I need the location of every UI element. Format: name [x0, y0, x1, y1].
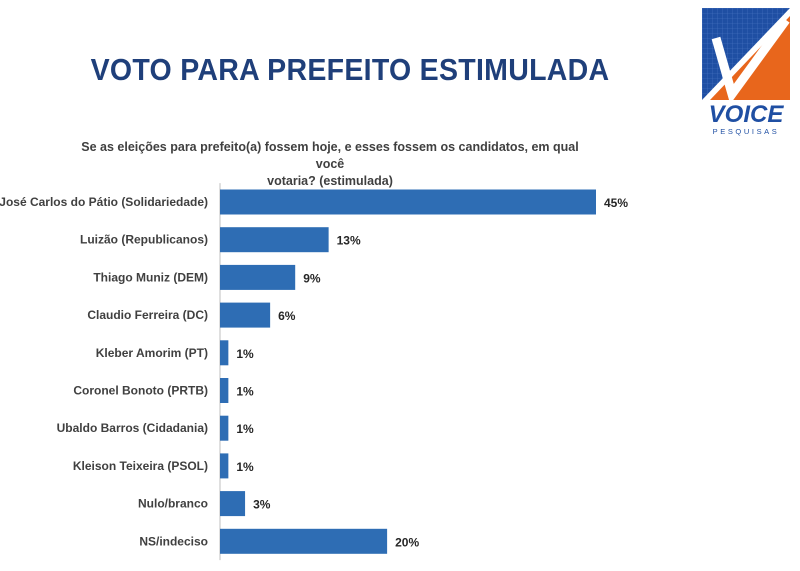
page-title: VOTO PARA PREFEITO ESTIMULADA	[90, 52, 610, 87]
value-label: 13%	[337, 234, 361, 248]
question-line-2: votaria? (estimulada)	[267, 174, 393, 188]
bar	[220, 227, 329, 253]
question-line-1: Se as eleições para prefeito(a) fossem h…	[81, 140, 579, 171]
value-label: 9%	[303, 271, 321, 285]
bar	[220, 453, 229, 479]
category-label: Coronel Bonoto (PRTB)	[73, 384, 208, 398]
category-label: Claudio Ferreira (DC)	[87, 308, 208, 322]
category-label: NS/indeciso	[139, 534, 208, 548]
logo-tagline-text: PESQUISAS	[713, 127, 780, 136]
chart-question: Se as eleições para prefeito(a) fossem h…	[80, 139, 580, 190]
value-label: 45%	[604, 196, 628, 210]
value-label: 1%	[236, 347, 254, 361]
bar	[220, 415, 229, 441]
logo-brand-text: VOICE	[709, 101, 785, 128]
category-label: José Carlos do Pátio (Solidariedade)	[0, 195, 208, 209]
bar	[220, 302, 271, 328]
category-label: Ubaldo Barros (Cidadania)	[57, 421, 208, 435]
value-label: 1%	[236, 460, 254, 474]
value-label: 1%	[236, 385, 254, 399]
voice-logo: VOICE PESQUISAS	[702, 8, 790, 136]
category-label: Thiago Muniz (DEM)	[93, 270, 208, 284]
bar	[220, 378, 229, 403]
category-label: Luizão (Republicanos)	[80, 233, 208, 247]
bar	[220, 189, 596, 215]
value-label: 20%	[395, 535, 419, 549]
bar	[220, 264, 296, 290]
value-label: 3%	[253, 498, 271, 512]
value-label: 6%	[278, 309, 296, 323]
bar	[220, 491, 246, 517]
value-label: 1%	[236, 422, 254, 436]
category-label: Nulo/branco	[138, 497, 208, 511]
category-label: Kleber Amorim (PT)	[96, 346, 208, 360]
bar	[220, 340, 229, 366]
bar	[220, 528, 388, 554]
category-label: Kleison Teixeira (PSOL)	[73, 459, 208, 473]
bars-group: José Carlos do Pátio (Solidariedade) 45% L…	[0, 189, 628, 554]
